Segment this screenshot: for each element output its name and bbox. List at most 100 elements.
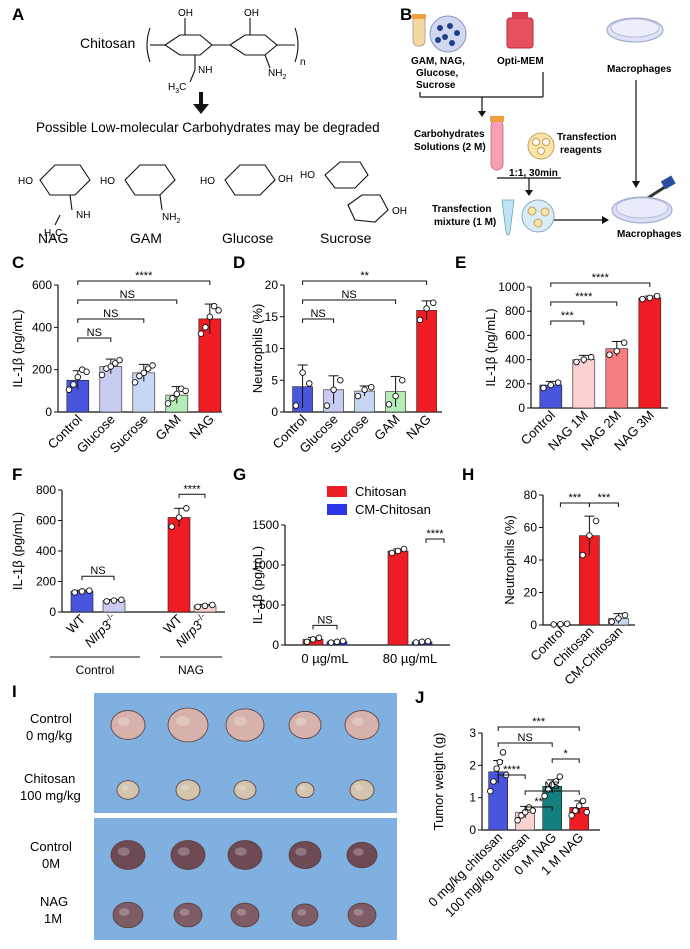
data-point (116, 356, 123, 364)
gam-nh2: NH2 (162, 212, 180, 225)
data-point (430, 299, 437, 307)
y-tick-label-1000: 1000 (498, 280, 525, 294)
tumor-highlight (119, 908, 130, 916)
arrow-head-icon (525, 190, 533, 196)
panel-label-j: J (415, 688, 424, 707)
tumor-specimen (230, 902, 260, 928)
y-tick-label-20: 20 (524, 586, 538, 600)
tumor-specimen (291, 903, 319, 927)
x-tick-label-gam: GAM (152, 412, 184, 444)
data-point (168, 523, 175, 530)
panel-i: Control 0 mg/kg Chitosan 100 mg/kg Contr… (20, 693, 397, 940)
sucrose-oh: OH (392, 206, 407, 217)
tumor-highlight (353, 908, 364, 916)
significance-bracket (77, 280, 211, 285)
group-label-control: Control (76, 663, 115, 677)
data-point (337, 377, 344, 384)
panel-a: A Chitosan OH OH NH NH2 H3C n Possible L… (12, 5, 407, 246)
row4-label-line1: NAG (40, 894, 68, 909)
data-point (606, 351, 613, 359)
y-tick-label-0: 0 (45, 405, 52, 419)
chitosan-oh-2: OH (244, 8, 259, 19)
y-tick-label-400: 400 (505, 353, 525, 367)
data-point (209, 601, 216, 609)
data-point (164, 400, 172, 407)
tumor-specimen (233, 780, 257, 800)
data-point (552, 778, 560, 785)
data-point (493, 765, 500, 772)
glucose-ho: HO (200, 176, 215, 187)
data-point (529, 807, 537, 814)
y-tick-label-0: 0 (469, 823, 476, 837)
y-tick-label-400: 400 (36, 544, 56, 558)
data-point (202, 324, 209, 331)
data-point (514, 817, 521, 824)
panel-label-h: H (462, 465, 474, 484)
data-point (572, 807, 579, 814)
tumor-specimen (110, 710, 146, 740)
data-point (175, 514, 183, 521)
tumor-highlight (295, 847, 307, 856)
reagents-label-line1: GAM, NAG, (411, 56, 465, 67)
y-tick-label-0: 0 (271, 405, 278, 419)
y-tick-label-80: 80 (524, 488, 538, 502)
panel-label-a: A (12, 5, 24, 24)
legend-label-chitosan: Chitosan (355, 484, 406, 499)
data-point (554, 379, 562, 386)
transfection-mixture-line1: Transfection (432, 204, 491, 215)
tumor-highlight (233, 716, 247, 726)
x-tick-label-wt-0: WT (63, 611, 88, 636)
legend-swatch-chitosan (327, 486, 347, 497)
significance-label: **** (592, 272, 610, 284)
row2-label-line2: 100 mg/kg (20, 788, 81, 803)
panel-label-d: D (233, 253, 245, 272)
significance-bracket (302, 299, 397, 304)
y-tick-label-0: 0 (518, 401, 525, 415)
data-point (206, 313, 214, 321)
significance-label: *** (597, 492, 611, 504)
x-tick-label-nlrp3-1: Nlrp3-/- (81, 611, 120, 650)
y-tick-label-800: 800 (505, 304, 525, 318)
reagent-dots-icon (429, 15, 467, 53)
chart-panel-g: 0 500 1000 1500 IL-1β (pg/mL) 0 µg/mL NS 80 µg/… (250, 518, 450, 666)
data-point (587, 353, 595, 361)
tumor-highlight (236, 908, 247, 916)
data-point (400, 545, 408, 553)
data-point (639, 295, 646, 303)
tumor-specimen (110, 840, 146, 870)
chitosan-nh: NH (198, 65, 212, 76)
data-point (215, 307, 222, 314)
y-tick-label-10: 10 (265, 342, 279, 356)
significance-bracket (550, 282, 651, 287)
data-point (330, 386, 337, 394)
significance-bracket (550, 301, 618, 306)
bar-nag-1m-1 (572, 359, 596, 409)
y-tick-label-600: 600 (32, 278, 52, 292)
tumor-highlight (234, 847, 247, 856)
tumor-specimen (347, 902, 377, 928)
significance-label: NS (103, 308, 118, 320)
y-axis-label: IL-1β (pg/mL) (250, 546, 265, 624)
chitosan-structure (146, 18, 299, 83)
tumor-specimen (173, 902, 203, 928)
data-point (653, 292, 661, 300)
data-point (579, 797, 587, 805)
data-point (615, 615, 622, 622)
data-point (586, 532, 593, 539)
panel-label-f: F (12, 465, 22, 484)
arrow-head-icon (478, 111, 486, 117)
significance-bracket (497, 774, 526, 779)
panel-label-c: C (12, 253, 24, 272)
opti-mem-label: Opti-MEM (497, 56, 544, 67)
significance-bracket (178, 493, 206, 499)
data-point (568, 812, 575, 819)
data-point (385, 401, 393, 408)
data-point (496, 758, 504, 766)
significance-bracket (551, 758, 580, 763)
significance-bracket (302, 318, 335, 323)
y-tick-label-0: 0 (530, 618, 537, 632)
data-point (140, 369, 148, 377)
data-point (556, 773, 564, 780)
tumor-specimen (295, 781, 315, 799)
data-point (487, 787, 494, 795)
